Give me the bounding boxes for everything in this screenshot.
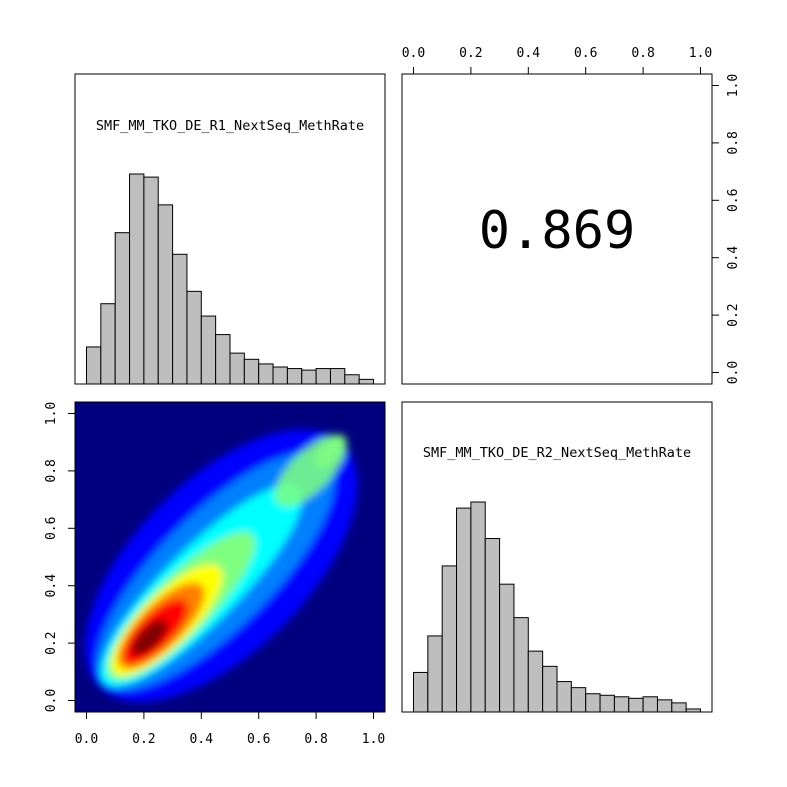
histogram-panel-r1: SMF_MM_TKO_DE_R1_NextSeq_MethRate xyxy=(74,73,386,385)
histogram-bar xyxy=(412,671,429,713)
histogram-bar xyxy=(329,368,346,385)
histogram-bar xyxy=(315,368,331,385)
density-heatmap-panel: 0.0 0.2 0.4 0.6 0.8 1.0 0.0 0.2 0.4 0.6 0.8 1.0 xyxy=(44,401,386,747)
histogram-bars-r2 xyxy=(412,501,702,713)
density-contour xyxy=(314,434,347,468)
histogram-bar xyxy=(427,635,443,713)
tick-label: 0.8 xyxy=(631,46,654,61)
histogram-bar xyxy=(272,366,288,385)
tick-label: 0.4 xyxy=(726,246,741,270)
correlation-value: 0.869 xyxy=(479,201,636,261)
histogram-bar xyxy=(499,583,515,713)
tick-label: 1.0 xyxy=(726,74,741,97)
histogram-bar xyxy=(358,378,375,385)
histogram-bar xyxy=(243,358,260,385)
tick-label: 0.8 xyxy=(726,131,741,154)
histogram-bar xyxy=(215,334,231,385)
variable-label-r1: SMF_MM_TKO_DE_R1_NextSeq_MethRate xyxy=(96,118,364,134)
tick-label: 0.6 xyxy=(247,732,270,747)
density-heatmap xyxy=(85,429,358,702)
histogram-bar xyxy=(570,687,587,713)
histogram-bar xyxy=(286,368,303,385)
histogram-bar xyxy=(642,696,658,713)
tick-label: 0.4 xyxy=(44,574,59,598)
tick-label: 0.2 xyxy=(459,46,482,61)
tick-label: 0.0 xyxy=(75,732,98,747)
tick-label: 0.0 xyxy=(402,46,425,61)
histogram-bar xyxy=(527,650,544,713)
histogram-bar xyxy=(585,693,601,713)
histogram-bar xyxy=(470,501,486,713)
histogram-bar xyxy=(143,176,159,385)
histogram-bar xyxy=(613,696,630,713)
histogram-bar xyxy=(513,617,529,713)
tick-label: 1.0 xyxy=(44,402,59,425)
histogram-bars-r1 xyxy=(85,173,375,385)
tick-label: 0.6 xyxy=(44,517,59,540)
top-x-axis: 0.0 0.2 0.4 0.6 0.8 1.0 xyxy=(402,46,712,75)
histogram-bar xyxy=(344,374,360,385)
histogram-bar xyxy=(100,303,116,385)
histogram-bar xyxy=(172,253,188,385)
variable-label-r2: SMF_MM_TKO_DE_R2_NextSeq_MethRate xyxy=(423,445,691,461)
histogram-bar xyxy=(671,702,687,713)
histogram-bar xyxy=(599,694,615,713)
tick-label: 0.2 xyxy=(132,732,155,747)
histogram-bar xyxy=(301,369,317,385)
left-y-axis: 0.0 0.2 0.4 0.6 0.8 1.0 xyxy=(44,402,76,712)
histogram-bar xyxy=(441,565,458,713)
histogram-bar xyxy=(258,363,274,385)
tick-label: 0.2 xyxy=(44,631,59,654)
bottom-x-axis: 0.0 0.2 0.4 0.6 0.8 1.0 xyxy=(75,711,385,747)
tick-label: 1.0 xyxy=(362,732,385,747)
correlation-panel: 0.869 0.0 0.2 0.4 0.6 0.8 1.0 0.0 0.2 0.4 0.6 0.8… xyxy=(401,46,741,385)
tick-label: 0.6 xyxy=(726,189,741,212)
tick-label: 0.4 xyxy=(517,46,541,61)
histogram-bar xyxy=(85,346,102,385)
right-y-axis: 0.0 0.2 0.4 0.6 0.8 1.0 xyxy=(711,74,741,384)
tick-label: 0.4 xyxy=(190,732,214,747)
histogram-bar xyxy=(628,697,644,713)
histogram-bar xyxy=(129,173,145,385)
tick-label: 0.2 xyxy=(726,303,741,326)
histogram-bar xyxy=(186,290,202,385)
histogram-bar xyxy=(200,315,217,385)
tick-label: 0.8 xyxy=(304,732,327,747)
histogram-bar xyxy=(542,665,558,713)
tick-label: 0.0 xyxy=(726,361,741,384)
tick-label: 0.0 xyxy=(44,689,59,712)
histogram-panel-r2: SMF_MM_TKO_DE_R2_NextSeq_MethRate xyxy=(401,401,713,713)
histogram-bar xyxy=(685,708,702,713)
tick-label: 0.8 xyxy=(44,459,59,482)
tick-label: 0.6 xyxy=(574,46,597,61)
histogram-bar xyxy=(656,699,673,713)
histogram-bar xyxy=(484,538,501,713)
histogram-bar xyxy=(556,681,572,713)
histogram-bar xyxy=(229,352,245,385)
histogram-bar xyxy=(157,204,174,385)
density-contour xyxy=(131,619,168,656)
tick-label: 1.0 xyxy=(689,46,712,61)
histogram-bar xyxy=(456,507,472,713)
histogram-bar xyxy=(114,232,131,385)
